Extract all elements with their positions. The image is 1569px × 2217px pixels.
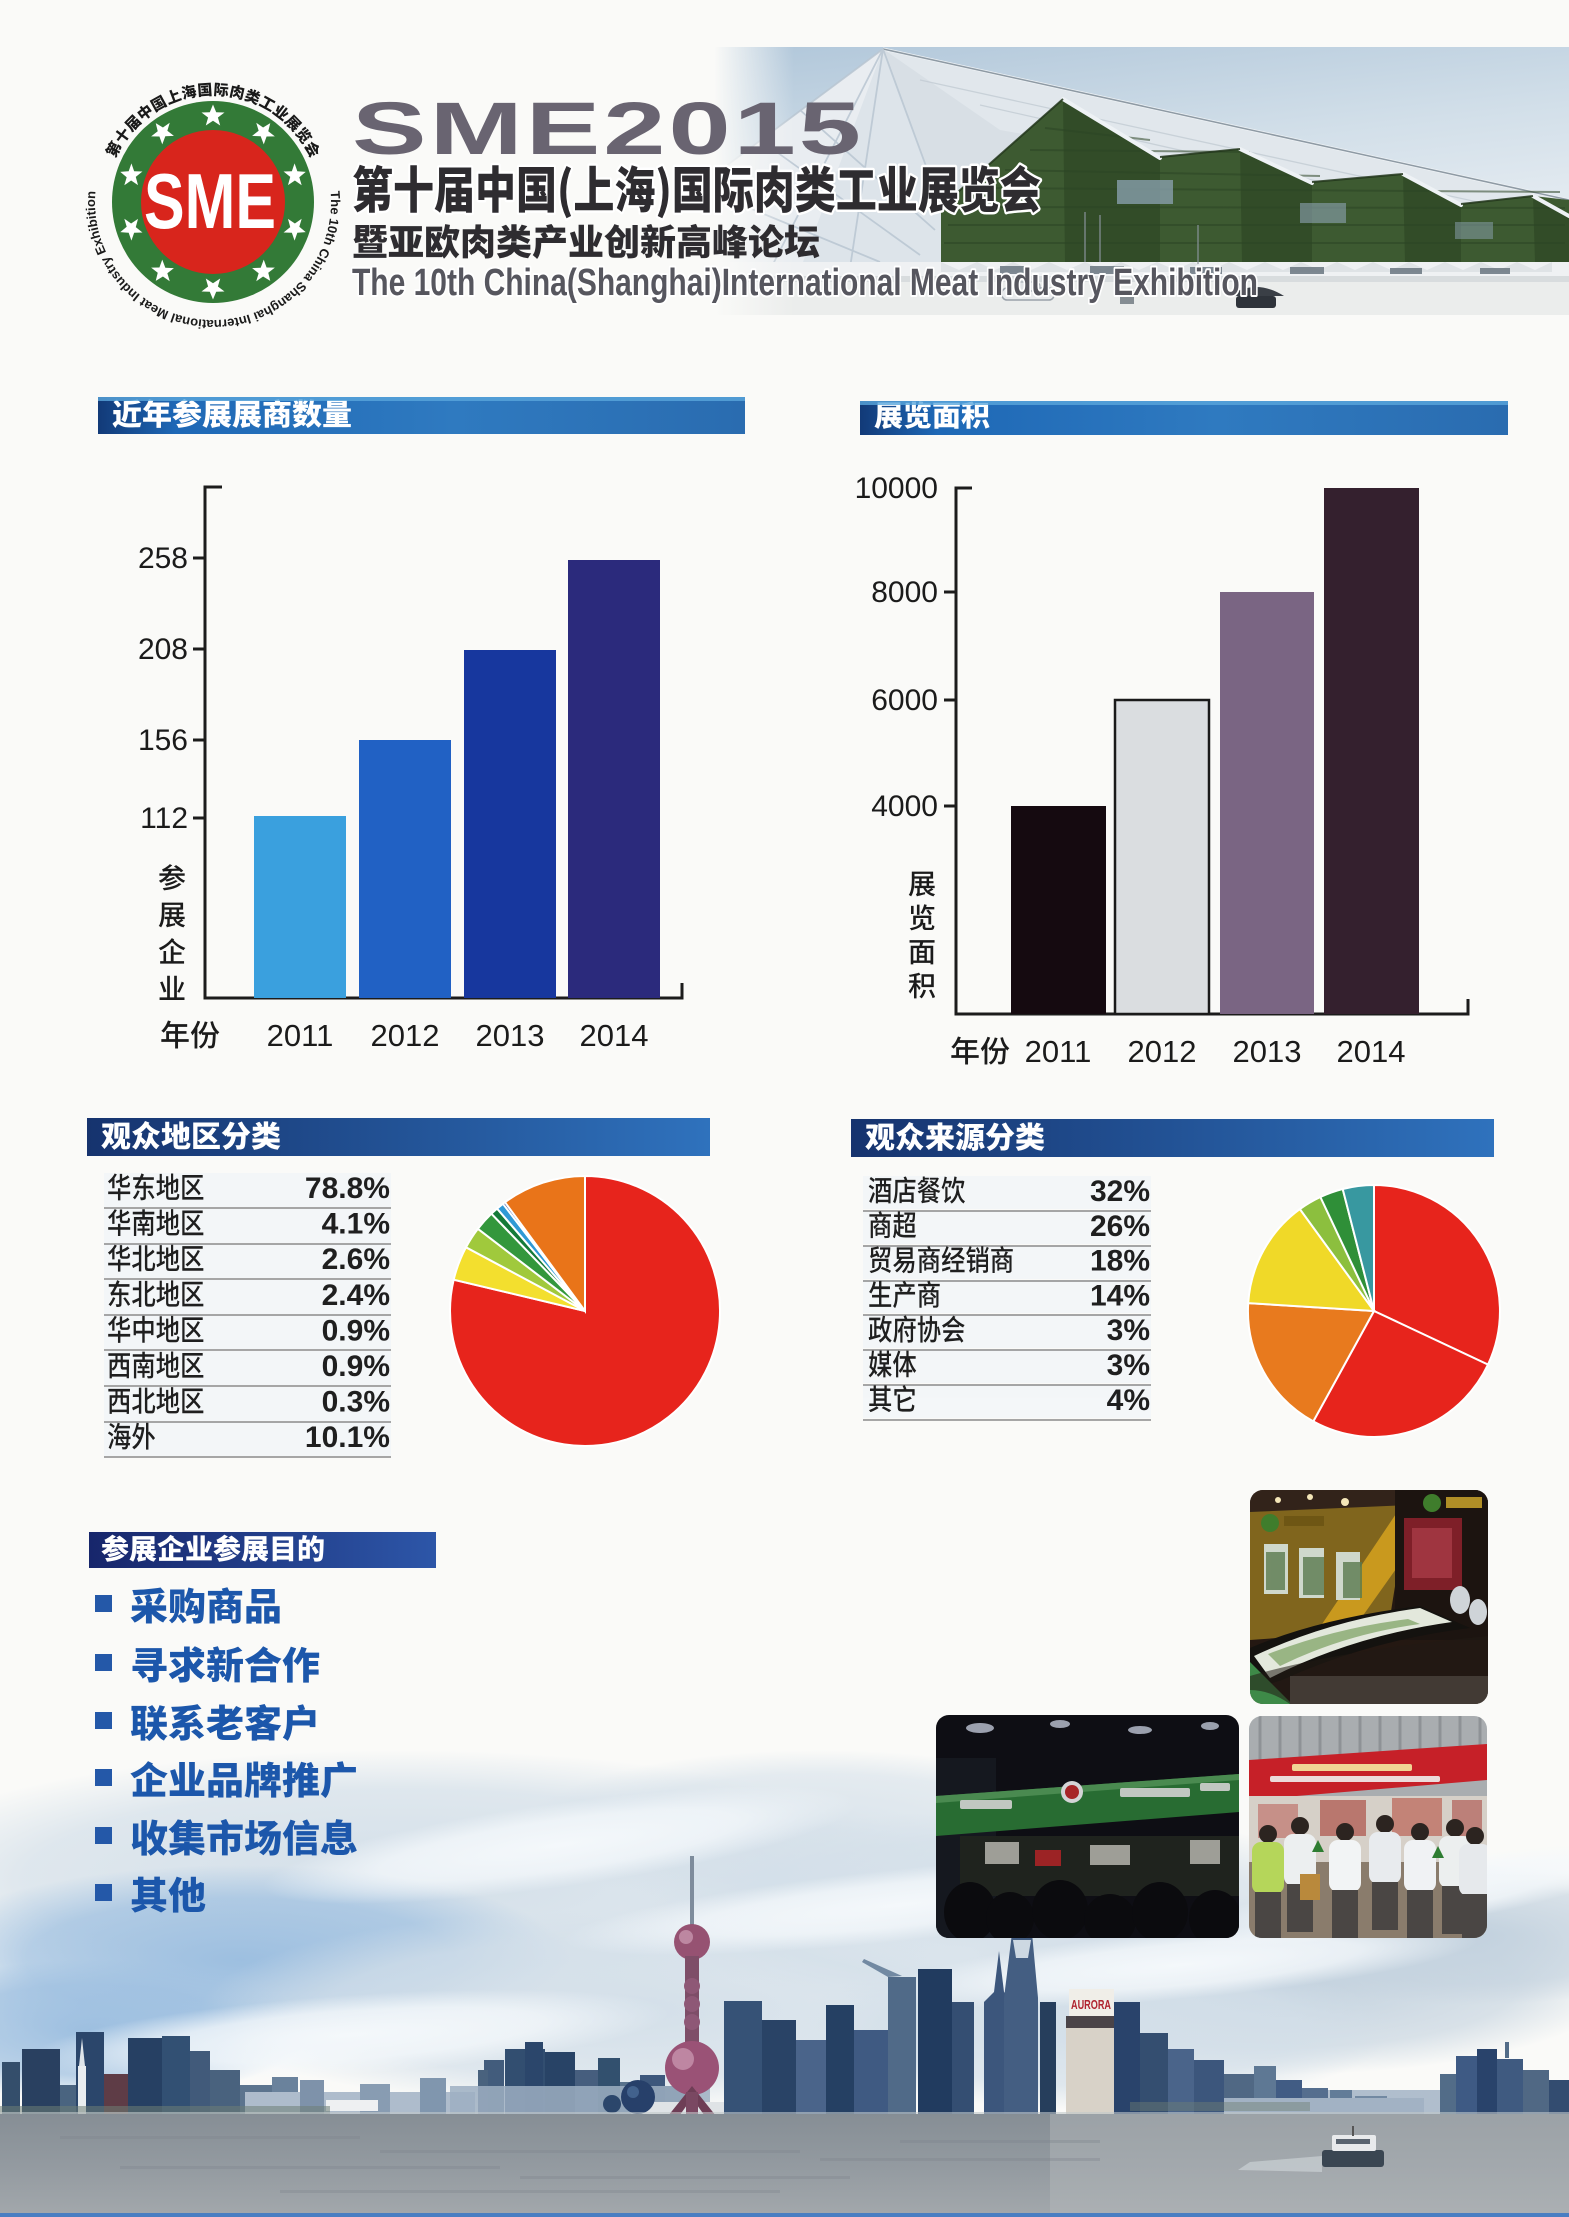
svg-text:0.3%: 0.3% (322, 1386, 390, 1419)
svg-text:2011: 2011 (267, 1018, 334, 1053)
svg-text:32%: 32% (1090, 1175, 1150, 1208)
svg-text:26%: 26% (1090, 1210, 1150, 1243)
svg-text:10000: 10000 (855, 472, 938, 505)
svg-text:0.9%: 0.9% (322, 1314, 390, 1347)
svg-text:3%: 3% (1107, 1314, 1150, 1347)
svg-text:156: 156 (138, 724, 188, 757)
svg-text:8000: 8000 (871, 576, 938, 609)
svg-text:4000: 4000 (871, 790, 938, 823)
svg-text:14%: 14% (1090, 1279, 1150, 1312)
svg-text:SME: SME (144, 157, 276, 245)
svg-text:2011: 2011 (1025, 1034, 1092, 1069)
svg-text:2014: 2014 (1337, 1034, 1406, 1069)
svg-text:18%: 18% (1090, 1245, 1150, 1278)
svg-text:AURORA: AURORA (1071, 1997, 1111, 2012)
svg-text:2.4%: 2.4% (322, 1279, 390, 1312)
svg-text:2012: 2012 (371, 1018, 440, 1053)
svg-text:2014: 2014 (580, 1018, 649, 1053)
svg-text:0.9%: 0.9% (322, 1350, 390, 1383)
svg-text:2.6%: 2.6% (322, 1243, 390, 1276)
svg-text:The 10th China(Shanghai)Intern: The 10th China(Shanghai)International Me… (352, 262, 1258, 304)
svg-text:78.8%: 78.8% (305, 1172, 390, 1205)
svg-text:2012: 2012 (1128, 1034, 1197, 1069)
svg-text:2013: 2013 (1233, 1034, 1302, 1069)
svg-text:6000: 6000 (871, 684, 938, 717)
svg-text:258: 258 (138, 542, 188, 575)
svg-text:10.1%: 10.1% (305, 1421, 390, 1454)
svg-text:2013: 2013 (476, 1018, 545, 1053)
svg-text:208: 208 (138, 633, 188, 666)
svg-text:SME2015: SME2015 (352, 87, 864, 170)
svg-text:4%: 4% (1107, 1384, 1150, 1417)
svg-text:3%: 3% (1107, 1349, 1150, 1382)
svg-text:112: 112 (140, 802, 188, 835)
svg-text:4.1%: 4.1% (322, 1208, 390, 1241)
